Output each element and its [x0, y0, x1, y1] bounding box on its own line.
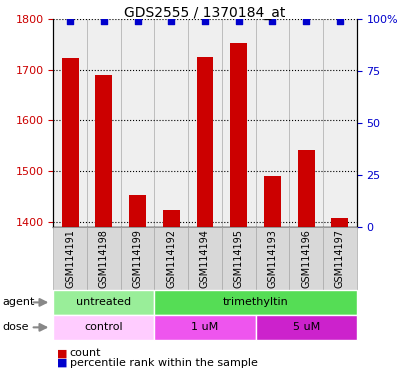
Bar: [221, 19, 255, 227]
Point: [302, 18, 309, 24]
Text: GSM114199: GSM114199: [132, 229, 142, 288]
Bar: [330, 218, 347, 227]
Text: untreated: untreated: [76, 297, 131, 308]
Bar: [154, 227, 188, 290]
Point: [235, 18, 241, 24]
Point: [67, 18, 73, 24]
Point: [168, 18, 174, 24]
Bar: [255, 227, 289, 290]
Bar: [120, 227, 154, 290]
Point: [134, 18, 141, 24]
Bar: [53, 227, 87, 290]
Text: GSM114192: GSM114192: [166, 229, 176, 288]
Bar: [255, 19, 289, 227]
Text: trimethyltin: trimethyltin: [222, 297, 288, 308]
Text: agent: agent: [2, 297, 34, 308]
Bar: [263, 176, 280, 227]
Bar: [162, 210, 179, 227]
Text: dose: dose: [2, 322, 29, 333]
Text: GDS2555 / 1370184_at: GDS2555 / 1370184_at: [124, 6, 285, 20]
Bar: [289, 227, 322, 290]
Text: 1 uM: 1 uM: [191, 322, 218, 333]
Text: GSM114197: GSM114197: [334, 229, 344, 288]
Bar: [120, 19, 154, 227]
Text: GSM114195: GSM114195: [233, 229, 243, 288]
Text: GSM114198: GSM114198: [99, 229, 109, 288]
Bar: [53, 19, 87, 227]
Point: [268, 18, 275, 24]
Text: percentile rank within the sample: percentile rank within the sample: [70, 358, 257, 368]
Bar: [196, 56, 213, 227]
Text: ■: ■: [57, 358, 68, 368]
Bar: [62, 58, 79, 227]
Text: GSM114194: GSM114194: [200, 229, 209, 288]
Bar: [230, 43, 247, 227]
Bar: [322, 19, 356, 227]
Bar: [289, 19, 322, 227]
Bar: [87, 19, 120, 227]
Bar: [188, 227, 221, 290]
Text: ■: ■: [57, 348, 68, 358]
Bar: [297, 150, 314, 227]
Text: GSM114196: GSM114196: [300, 229, 310, 288]
Bar: [95, 75, 112, 227]
Point: [201, 18, 208, 24]
Point: [100, 18, 107, 24]
Bar: [129, 195, 146, 227]
Text: 5 uM: 5 uM: [292, 322, 319, 333]
Bar: [322, 227, 356, 290]
Bar: [87, 227, 120, 290]
Text: GSM114193: GSM114193: [267, 229, 277, 288]
Bar: [188, 19, 221, 227]
Bar: [221, 227, 255, 290]
Point: [336, 18, 342, 24]
Text: control: control: [84, 322, 123, 333]
Bar: [154, 19, 188, 227]
Text: GSM114191: GSM114191: [65, 229, 75, 288]
Text: count: count: [70, 348, 101, 358]
